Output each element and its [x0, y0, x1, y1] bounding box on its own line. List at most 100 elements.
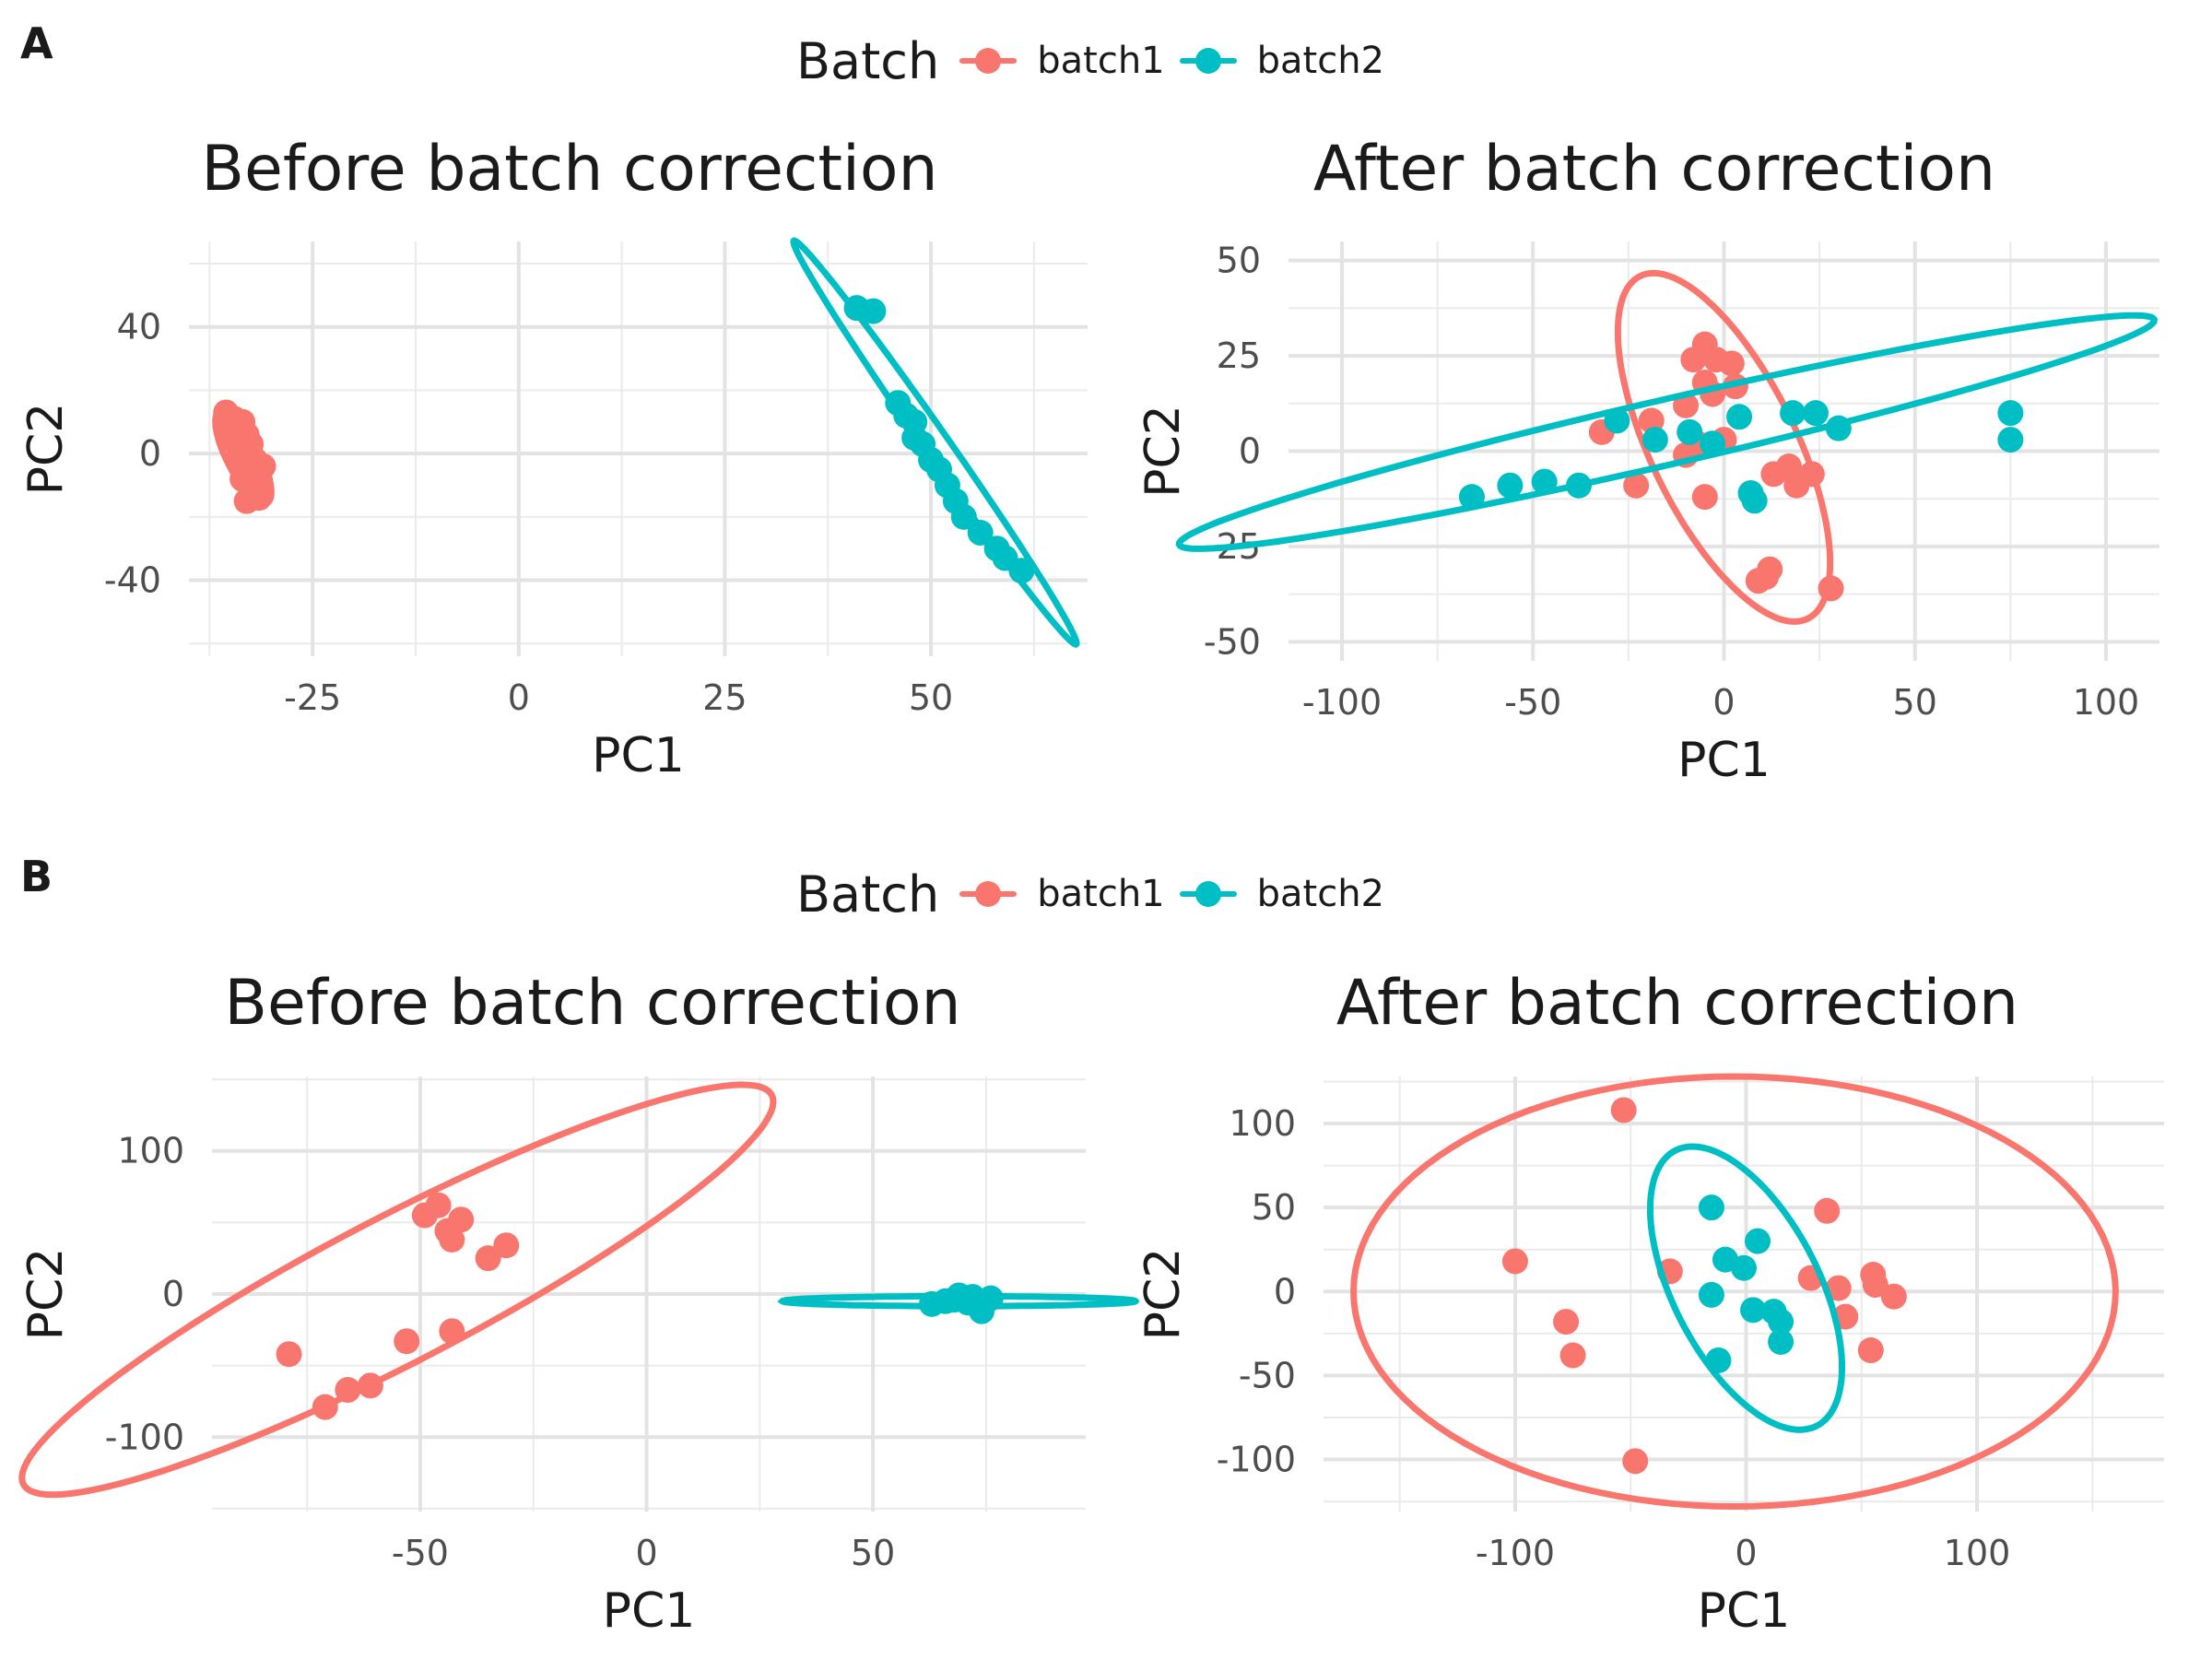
panel-label-a: A — [20, 18, 53, 68]
legend-label-batch1: batch1 — [1037, 40, 1165, 82]
point-batch2 — [1677, 418, 1703, 445]
series-batch1 — [18, 1081, 777, 1499]
y-tick-label: 100 — [117, 1131, 184, 1171]
point-batch1 — [493, 1232, 520, 1259]
point-batch1 — [1818, 575, 1844, 602]
point-batch1 — [1622, 1448, 1649, 1475]
legend-title: Batch — [796, 31, 940, 90]
point-batch2 — [1825, 415, 1852, 441]
chart-panel-3: -50 0 50 -100 0 100 Before batch correction PC1… — [18, 967, 1140, 1639]
point-batch1 — [1880, 1283, 1907, 1310]
point-batch1 — [425, 1192, 452, 1218]
y-tick-label: -100 — [105, 1417, 184, 1457]
x-tick-label: 100 — [1944, 1533, 2011, 1573]
point-batch1 — [1862, 1271, 1888, 1298]
x-tick-label: 25 — [702, 677, 747, 718]
x-axis-label: PC1 — [1698, 1583, 1791, 1639]
point-batch2 — [1745, 1228, 1771, 1254]
chart-panel-1: -25 0 25 50 -40 0 40 Before batch correction PC1… — [18, 133, 1088, 783]
point-batch1 — [335, 1377, 361, 1404]
x-tick-label: 100 — [2073, 682, 2140, 723]
point-batch2 — [967, 520, 994, 547]
point-batch2 — [1531, 468, 1558, 495]
chart-title: After batch correction — [1313, 133, 1995, 206]
y-axis-label: PC2 — [18, 1248, 74, 1341]
legend-key-batch2 — [1179, 876, 1237, 912]
legend-key-batch1 — [959, 42, 1018, 79]
y-tick-label: -100 — [1217, 1440, 1296, 1480]
series-batch2 — [1647, 1143, 1845, 1433]
x-axis-label: PC1 — [603, 1583, 696, 1639]
x-tick-label: 0 — [508, 677, 530, 718]
point-batch1 — [439, 1318, 465, 1345]
legend-label-batch1: batch1 — [1037, 873, 1165, 915]
y-tick-label: 40 — [117, 307, 161, 347]
point-batch1 — [217, 421, 243, 448]
x-tick-label: 0 — [1712, 682, 1735, 723]
point-batch2 — [1700, 430, 1726, 457]
chart-title: Before batch correction — [224, 967, 960, 1040]
series-batch1 — [212, 399, 276, 514]
ellipse-batch1 — [1350, 1073, 2119, 1511]
x-axis-label: PC1 — [592, 728, 685, 783]
point-batch1 — [1501, 1248, 1528, 1275]
y-tick-label: 0 — [1274, 1271, 1296, 1312]
point-batch2 — [1731, 1254, 1757, 1281]
y-tick-label: 50 — [1217, 241, 1261, 281]
point-batch2 — [1997, 400, 2024, 427]
ellipse-batch2 — [1175, 312, 2159, 552]
x-axis-label: PC1 — [1677, 733, 1771, 788]
ellipse-batch1 — [18, 1081, 777, 1499]
y-axis-label: PC2 — [18, 403, 74, 496]
point-batch1 — [394, 1328, 420, 1355]
x-tick-label: 50 — [909, 677, 953, 718]
point-batch2 — [1802, 400, 1829, 427]
ellipse-batch2 — [1647, 1143, 1845, 1433]
series-batch2 — [790, 237, 1080, 648]
legend-item-batch2: batch2 — [1179, 873, 1384, 915]
point-batch1 — [1798, 461, 1825, 488]
y-axis-label: PC2 — [1135, 1248, 1191, 1341]
x-tick-label: 0 — [1735, 1533, 1757, 1573]
point-batch2 — [1497, 472, 1524, 499]
x-tick-label: 50 — [1893, 682, 1937, 723]
point-batch1 — [1623, 472, 1650, 499]
point-batch2 — [1008, 558, 1035, 584]
x-tick-label: -25 — [284, 677, 341, 718]
series-batch1 — [1350, 1073, 2119, 1511]
y-tick-label: -40 — [104, 560, 161, 601]
chart-title: Before batch correction — [201, 133, 937, 206]
point-batch2 — [1768, 1309, 1794, 1335]
y-tick-label: 50 — [1252, 1187, 1296, 1228]
x-tick-label: 50 — [851, 1533, 895, 1573]
point-batch2 — [1780, 400, 1806, 427]
point-batch1 — [1857, 1337, 1884, 1364]
series-batch2 — [1175, 312, 2159, 552]
y-axis-label: PC2 — [1135, 405, 1191, 498]
point-batch2 — [1604, 407, 1630, 434]
y-tick-label: 25 — [1217, 335, 1261, 376]
point-batch2 — [1997, 427, 2024, 453]
point-batch2 — [1458, 484, 1485, 511]
panel-label-b: B — [20, 852, 53, 901]
point-batch2 — [1741, 488, 1768, 514]
legend-key-batch2 — [1179, 42, 1237, 79]
legend-item-batch2: batch2 — [1179, 40, 1384, 82]
point-batch1 — [276, 1341, 302, 1368]
point-batch2 — [1698, 1281, 1724, 1308]
legend-title: Batch — [796, 865, 940, 924]
point-batch2 — [1726, 404, 1753, 430]
chart-panel-4: -100 0 100 -100 -50 0 50 100 After batch correct… — [1135, 967, 2164, 1639]
x-tick-label: -50 — [1504, 682, 1561, 723]
chart-title: After batch correction — [1336, 967, 2018, 1040]
point-batch1 — [246, 475, 273, 501]
point-batch1 — [233, 450, 260, 477]
point-batch1 — [1757, 556, 1783, 582]
x-tick-label: 0 — [635, 1533, 657, 1573]
legend-b: Batch batch1 batch2 — [796, 865, 1399, 924]
point-batch1 — [439, 1227, 465, 1253]
x-tick-label: -100 — [1302, 682, 1382, 723]
series-batch2 — [777, 1282, 1140, 1324]
point-batch1 — [1691, 484, 1718, 511]
point-batch1 — [1610, 1097, 1637, 1124]
